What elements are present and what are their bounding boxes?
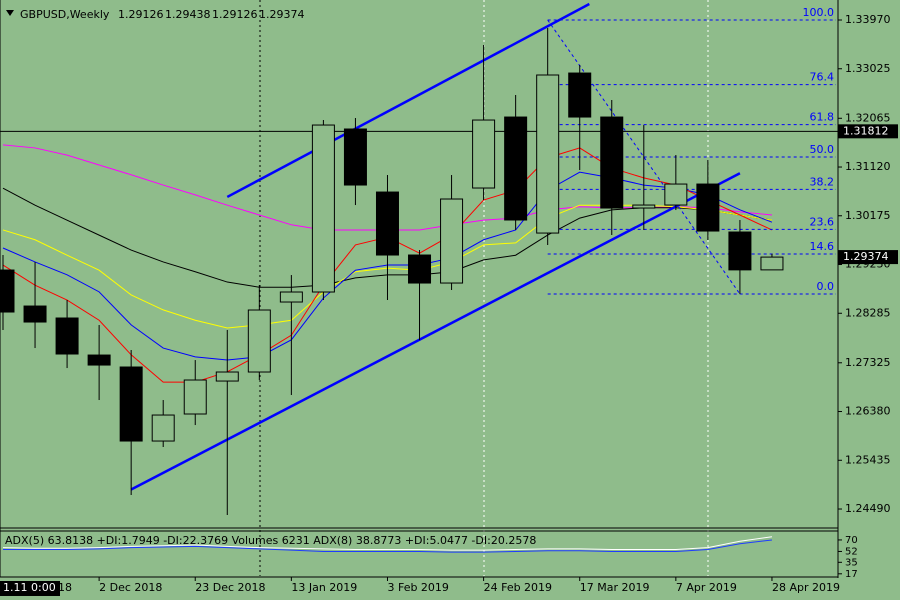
candle-body [0, 269, 15, 313]
candle-body [183, 379, 207, 415]
candle-body [247, 309, 271, 373]
indicator-line [3, 539, 773, 553]
header-icon [6, 10, 14, 16]
x-tick-label: 24 Feb 2019 [484, 581, 552, 594]
header-low: 1.29126 [212, 8, 258, 21]
x-tick-label: 23 Dec 2018 [195, 581, 265, 594]
candle-body [23, 305, 47, 323]
x-tick-label: 7 Apr 2019 [676, 581, 737, 594]
candle-body [568, 72, 592, 118]
time-box-label: 1.11 0:00 [3, 581, 56, 594]
hline-label: 1.31812 [843, 124, 889, 137]
price-box [838, 124, 898, 139]
current-price-label: 1.29374 [843, 250, 889, 263]
indicator-label: ADX(5) 63.8138 +DI:1.7949 -DI:22.3769 Vo… [5, 534, 536, 547]
x-tick-label: 18 [58, 581, 72, 594]
fib-label: 38.2 [810, 175, 835, 188]
x-tick-label: 13 Jan 2019 [291, 581, 357, 594]
fib-label: 14.6 [810, 240, 835, 253]
fib-label: 50.0 [810, 143, 835, 156]
header-close: 1.29374 [259, 8, 305, 21]
symbol-label: GBPUSD,Weekly [20, 8, 110, 21]
candle-body [632, 204, 656, 209]
candle-body [408, 254, 432, 284]
x-tick-label: 17 Mar 2019 [580, 581, 650, 594]
indicator-line [2, 536, 773, 551]
fib-label: 61.8 [810, 111, 835, 124]
candle-body [311, 124, 335, 293]
candle-body [728, 231, 752, 271]
candle-body [343, 128, 367, 186]
candle-body [151, 414, 175, 442]
y-tick-label: 1.31120 [845, 160, 891, 173]
x-tick-label: 28 Apr 2019 [772, 581, 840, 594]
candle-body [760, 256, 784, 271]
time-box [0, 581, 60, 596]
y-tick-label: 1.26380 [845, 405, 891, 418]
candle-body [55, 317, 79, 355]
fib-label: 100.0 [803, 6, 835, 19]
candle-body [664, 183, 688, 206]
indicator-tick-label: 70 [845, 535, 858, 546]
candle-body [87, 354, 111, 366]
candle-body [375, 191, 399, 256]
y-tick-label: 1.33025 [845, 62, 891, 75]
candle-body [440, 198, 464, 284]
candle-body [696, 183, 720, 232]
y-tick-label: 1.28285 [845, 306, 891, 319]
y-tick-label: 1.25435 [845, 453, 891, 466]
indicator-tick-label: 52 [845, 546, 858, 557]
y-tick-label: 1.33970 [845, 13, 891, 26]
candle-body [504, 116, 528, 221]
candle-body [472, 119, 496, 189]
y-tick-label: 1.30175 [845, 209, 891, 222]
fib-label: 76.4 [810, 71, 835, 84]
y-tick-label: 1.24490 [845, 502, 891, 515]
candle-body [279, 291, 303, 303]
y-tick-label: 1.32065 [845, 111, 891, 124]
candle-body [600, 116, 624, 209]
price-box [838, 250, 898, 265]
y-tick-label: 1.27325 [845, 356, 891, 369]
header-high: 1.29438 [165, 8, 211, 21]
candle-body [215, 371, 239, 382]
candle-body [536, 74, 560, 234]
x-tick-label: 2 Dec 2018 [99, 581, 162, 594]
trendline [130, 172, 741, 491]
trendline [226, 2, 590, 199]
indicator-tick-label: 17 [845, 569, 858, 580]
fib-label: 0.0 [817, 280, 835, 293]
indicator-tick-label: 35 [845, 557, 858, 568]
x-tick-label: 3 Feb 2019 [387, 581, 448, 594]
candle-body [119, 366, 143, 442]
header-open: 1.29126 [118, 8, 164, 21]
fib-label: 23.6 [810, 215, 835, 228]
